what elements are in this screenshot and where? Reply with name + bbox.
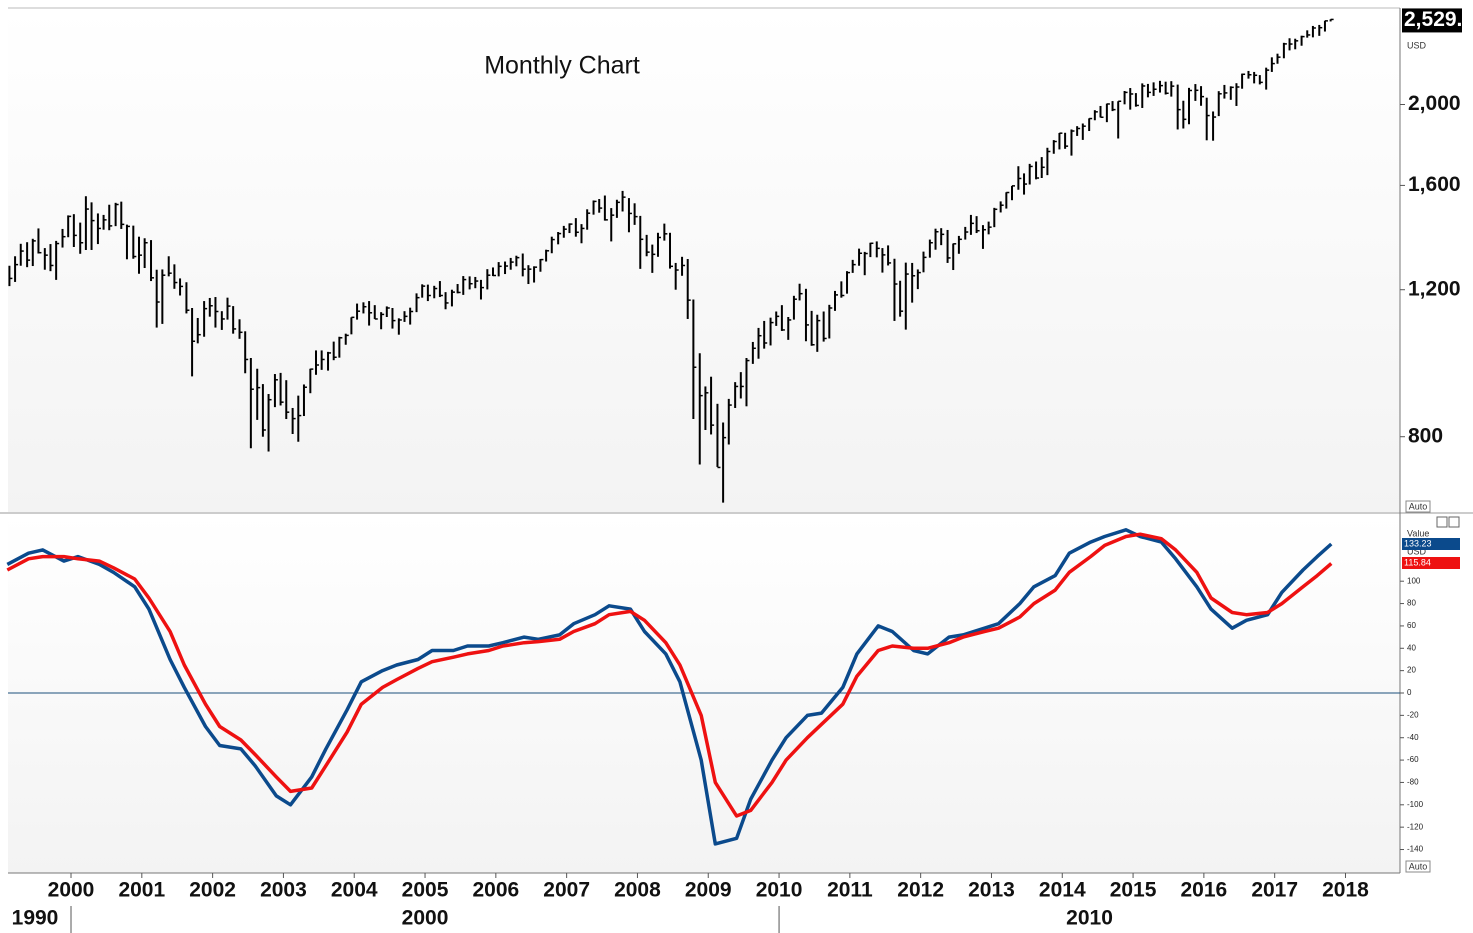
x-tick-label: 2010	[756, 879, 803, 902]
x-tick-label: 2002	[189, 879, 236, 902]
y-tick-label: -140	[1407, 845, 1424, 854]
y-tick-label: 1,600	[1408, 173, 1461, 196]
axis-unit: USD	[1407, 546, 1427, 556]
chart-title: Monthly Chart	[484, 52, 640, 80]
x-tick-label: 2009	[685, 879, 732, 902]
y-tick-label: -60	[1407, 755, 1419, 764]
y-tick-label: 40	[1407, 643, 1416, 652]
maximize-button[interactable]	[1436, 516, 1448, 528]
close-button[interactable]	[1448, 516, 1460, 528]
auto-button[interactable]	[1405, 500, 1431, 513]
legend-value-box	[1402, 557, 1460, 569]
auto-label: Auto	[1409, 501, 1428, 511]
y-tick-label: 60	[1407, 621, 1416, 630]
y-tick-label: 20	[1407, 666, 1416, 675]
last-value-label: 2,529.	[1404, 8, 1462, 31]
x-tick-label: 2008	[614, 879, 661, 902]
decade-label: 2010	[1066, 907, 1113, 930]
series-line	[6, 528, 1333, 846]
price-panel	[8, 8, 1400, 512]
x-tick-label: 2015	[1110, 879, 1157, 902]
legend-value: 133.23	[1404, 538, 1432, 548]
y-tick-label: -100	[1407, 800, 1424, 809]
y-tick-label: -120	[1407, 822, 1424, 831]
x-tick-label: 2017	[1251, 879, 1298, 902]
x-tick-label: 2011	[827, 879, 873, 902]
x-tick-label: 2014	[1039, 879, 1086, 902]
x-tick-label: 2003	[260, 879, 307, 902]
x-tick-label: 2004	[331, 879, 378, 902]
axis-unit: USD	[1407, 40, 1427, 50]
y-tick-label: 800	[1408, 424, 1443, 447]
x-tick-label: 2007	[543, 879, 590, 902]
y-tick-label: 100	[1407, 576, 1421, 585]
legend-value-box	[1402, 538, 1460, 550]
x-tick-label: 2005	[402, 879, 449, 902]
x-tick-label: 2001	[118, 879, 165, 902]
x-tick-label: 2006	[472, 879, 519, 902]
legend-value: 115.84	[1404, 557, 1431, 567]
decade-label: 1990	[12, 907, 59, 930]
x-tick-label: 2018	[1322, 879, 1369, 902]
auto-label: Auto	[1409, 861, 1428, 871]
y-tick-label: -20	[1407, 710, 1419, 719]
y-tick-label: 0	[1407, 688, 1412, 697]
y-tick-label: -80	[1407, 778, 1419, 787]
y-tick-label: 1,200	[1408, 277, 1461, 300]
y-tick-label: 2,000	[1408, 92, 1461, 115]
x-tick-label: 2000	[48, 879, 95, 902]
legend-title: Value	[1407, 528, 1429, 538]
x-tick-label: 2013	[968, 879, 1015, 902]
auto-button[interactable]	[1405, 860, 1431, 873]
x-tick-label: 2016	[1181, 879, 1228, 902]
decade-label: 2000	[402, 907, 449, 930]
y-tick-label: 80	[1407, 599, 1416, 608]
series-line	[6, 532, 1333, 818]
last-value-box	[1402, 8, 1462, 33]
x-tick-label: 2012	[897, 879, 944, 902]
y-tick-label: -40	[1407, 733, 1419, 742]
